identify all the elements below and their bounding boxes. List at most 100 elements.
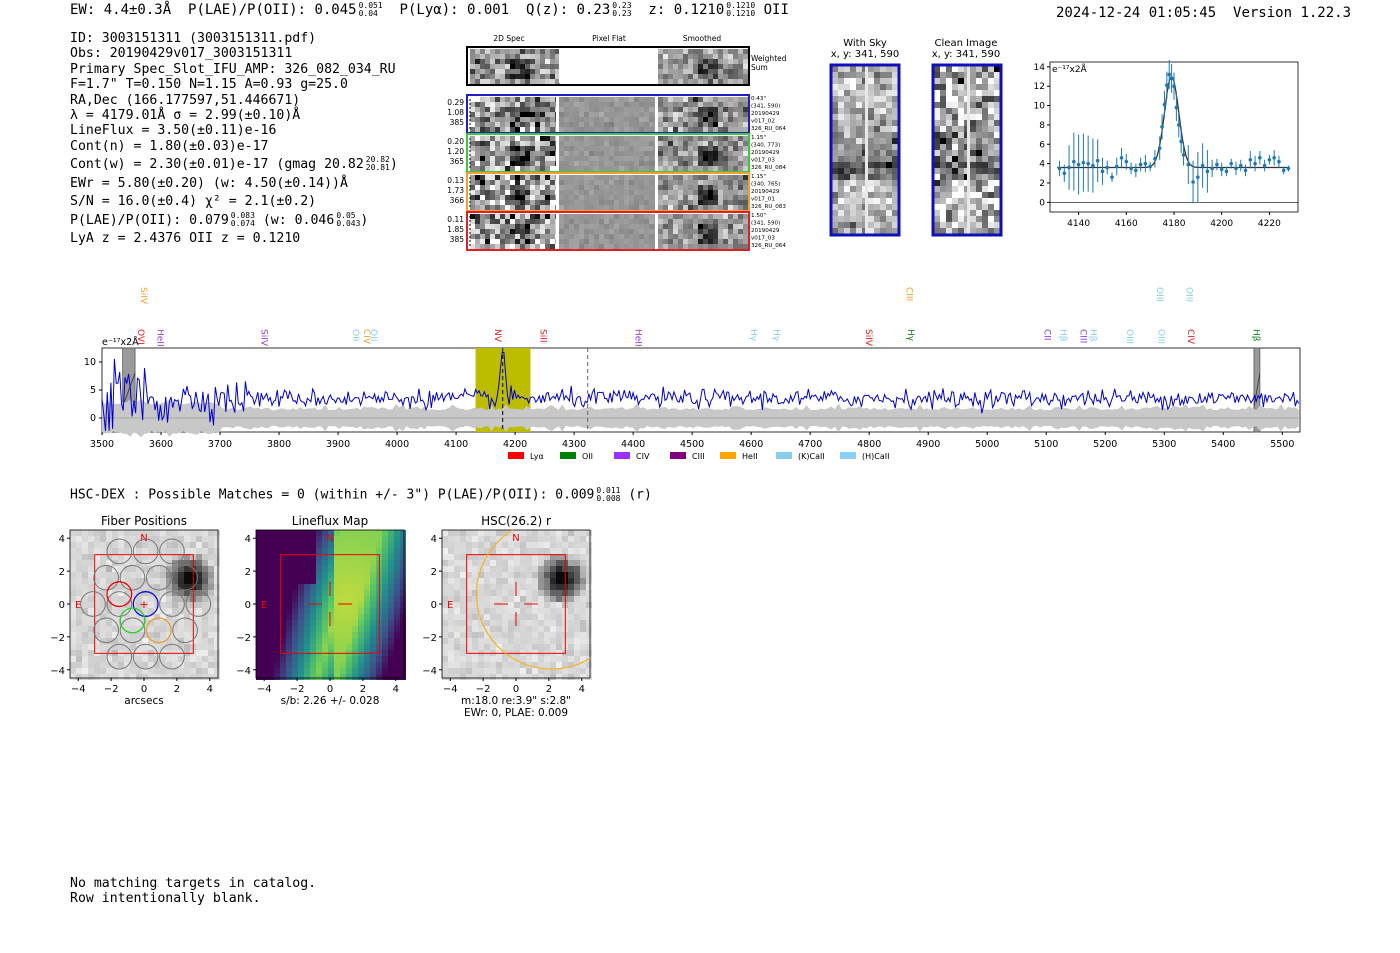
fiber-row-left-label: 385 <box>450 235 465 244</box>
fiber-row-left-label: 1.73 <box>447 186 464 195</box>
fiber-row-smoothed <box>658 175 748 210</box>
panel-x-label: arcsecs <box>124 695 163 707</box>
zoom-data-point <box>1062 171 1067 176</box>
legend-label: (K)CaII <box>798 452 825 461</box>
north-label: N <box>326 533 333 544</box>
row-separator <box>655 135 658 171</box>
cutouts-svg <box>829 63 1003 237</box>
info-radec: RA,Dec (166.177597,51.446671) <box>70 92 301 108</box>
zoom-y-tick-label: 4 <box>1039 160 1045 170</box>
north-label: N <box>512 533 519 544</box>
plae-lower: 0.04 <box>358 9 378 18</box>
header-line: EW: 4.4±0.3Å P(LAE)/P(OII): 0.045 0.051 0.… <box>70 1 789 19</box>
zoom-data-point <box>1196 175 1200 179</box>
version: Version 1.22.3 <box>1233 5 1352 21</box>
legend-label: CIV <box>636 452 650 461</box>
row-separator <box>556 213 559 249</box>
spectrum-x-tick-label: 3900 <box>326 439 350 450</box>
galaxy-ellipse <box>475 529 591 670</box>
fiber-circle <box>93 564 120 591</box>
plae-w-text: (w: 0.046 <box>262 213 335 229</box>
fiber-row-right-label: (340, 765) <box>751 182 780 188</box>
fiber-row-right-label: (340, 773) <box>751 143 780 149</box>
zoom-data-point <box>1229 161 1234 166</box>
spectrum-x-tick-label: 4800 <box>857 439 881 450</box>
zoom-data-point <box>1286 166 1291 171</box>
zoom-data-point <box>1124 159 1129 164</box>
legend-swatch <box>560 452 576 459</box>
spectrum-x-tick-label: 3700 <box>208 439 232 450</box>
info-fwhm: F=1.7" T=0.150 N=1.15 A=0.93 g=25.0 <box>70 77 348 93</box>
masked-region-hatch <box>1253 373 1261 407</box>
fiber-row-left-label: 0.13 <box>447 176 464 185</box>
fiber-row-left-label: 1.20 <box>447 147 464 156</box>
zoom-y-tick-label: 8 <box>1039 121 1045 131</box>
spectral-line-id: OIII <box>1184 287 1194 302</box>
weighted-sum-label: Sum <box>751 63 768 72</box>
spectral-line-id: SiIV <box>258 329 268 347</box>
fiber-row-right-label: (341, 590) <box>751 104 780 110</box>
fiber-circle <box>172 617 198 644</box>
zoom-y-tick-label: 14 <box>1034 63 1046 73</box>
info-plae: P(LAE)/P(OII): 0.079 0.083 0.074 (w: 0.046… <box>70 211 398 229</box>
panel-y-tick-label: 4 <box>431 534 437 545</box>
fiber-row-right-label: 1.50" <box>751 213 766 219</box>
zoom-data-point <box>1205 169 1210 174</box>
fiber-circle <box>159 591 185 617</box>
zoom-data-point <box>1210 166 1214 171</box>
fiber-circle <box>119 564 146 591</box>
aperture-box <box>280 554 380 654</box>
fiber-circle <box>185 591 212 617</box>
zoom-data-point <box>1057 166 1062 171</box>
legend-label: OII <box>582 452 593 461</box>
zoom-y-tick-label: 10 <box>1034 102 1046 112</box>
spectral-line-id: CIV <box>1185 329 1195 345</box>
panel-y-tick-label: 2 <box>431 567 437 578</box>
zoom-data-point <box>1160 125 1164 129</box>
zoom-data-point <box>1191 180 1195 184</box>
clean-image-title: Clean Image x, y: 341, 590 <box>920 38 1012 60</box>
panel-x-tick-label: −4 <box>257 684 272 695</box>
hsc-panel <box>442 530 592 680</box>
fiber-row-right-label: 1.15" <box>751 135 766 141</box>
spectrum-x-tick-label: 4900 <box>916 439 940 450</box>
panel-y-tick-label: 2 <box>245 567 251 578</box>
spectrum-x-tick-label: 3500 <box>90 439 114 450</box>
zoom-data-point <box>1248 157 1253 162</box>
zoom-data-point <box>1243 168 1248 173</box>
zoom-x-tick-label: 4140 <box>1067 219 1090 229</box>
zoom-data-point <box>1167 72 1172 77</box>
fiber-row-right-label: 20190429 <box>751 111 780 117</box>
fiber-circle <box>132 643 159 670</box>
zoom-data-point <box>1148 164 1152 169</box>
panel-y-tick-label: −2 <box>422 633 437 644</box>
fiber-row-left-label: 0.11 <box>447 215 464 224</box>
cutout-gap <box>865 66 868 234</box>
plae-info-upper: 0.083 <box>230 211 255 221</box>
zoom-data-point <box>1224 169 1229 174</box>
info-lya-oii: LyA z = 2.4376 OII z = 0.1210 <box>70 230 301 246</box>
zoom-data-point <box>1110 175 1114 179</box>
masked-region-hatch <box>122 373 136 407</box>
qz-upper: 0.23 <box>612 1 632 10</box>
fiber-row-left-label: 365 <box>450 157 465 166</box>
spectrum-x-tick-label: 4200 <box>503 439 527 450</box>
highlighted-fiber <box>145 617 172 644</box>
zoom-data-point <box>1258 156 1262 160</box>
panel-x-label: s/b: 2.26 +/- 0.028 <box>281 695 380 707</box>
spectrum-x-tick-label: 4400 <box>621 439 645 450</box>
fiber-circle <box>159 643 185 670</box>
spectral-line-id: CII <box>1041 329 1051 341</box>
spectral-line-id: Hβ <box>1250 329 1260 342</box>
panel-x-tick-label: 0 <box>513 684 519 695</box>
plae-w-upper: 0.05 <box>336 211 356 221</box>
spectrum-x-tick-label: 5200 <box>1093 439 1117 450</box>
hsc-dex-text: HSC-DEX : Possible Matches = 0 (within +… <box>70 487 595 503</box>
zoom-x-tick-label: 4160 <box>1115 219 1138 229</box>
twod-col-header: Smoothed <box>683 34 722 43</box>
highlighted-fiber <box>106 581 133 608</box>
fiber-row-right-label: 326_RU_064 <box>751 243 786 249</box>
zoom-data-point <box>1129 166 1133 171</box>
zoom-data-point <box>1100 169 1105 174</box>
